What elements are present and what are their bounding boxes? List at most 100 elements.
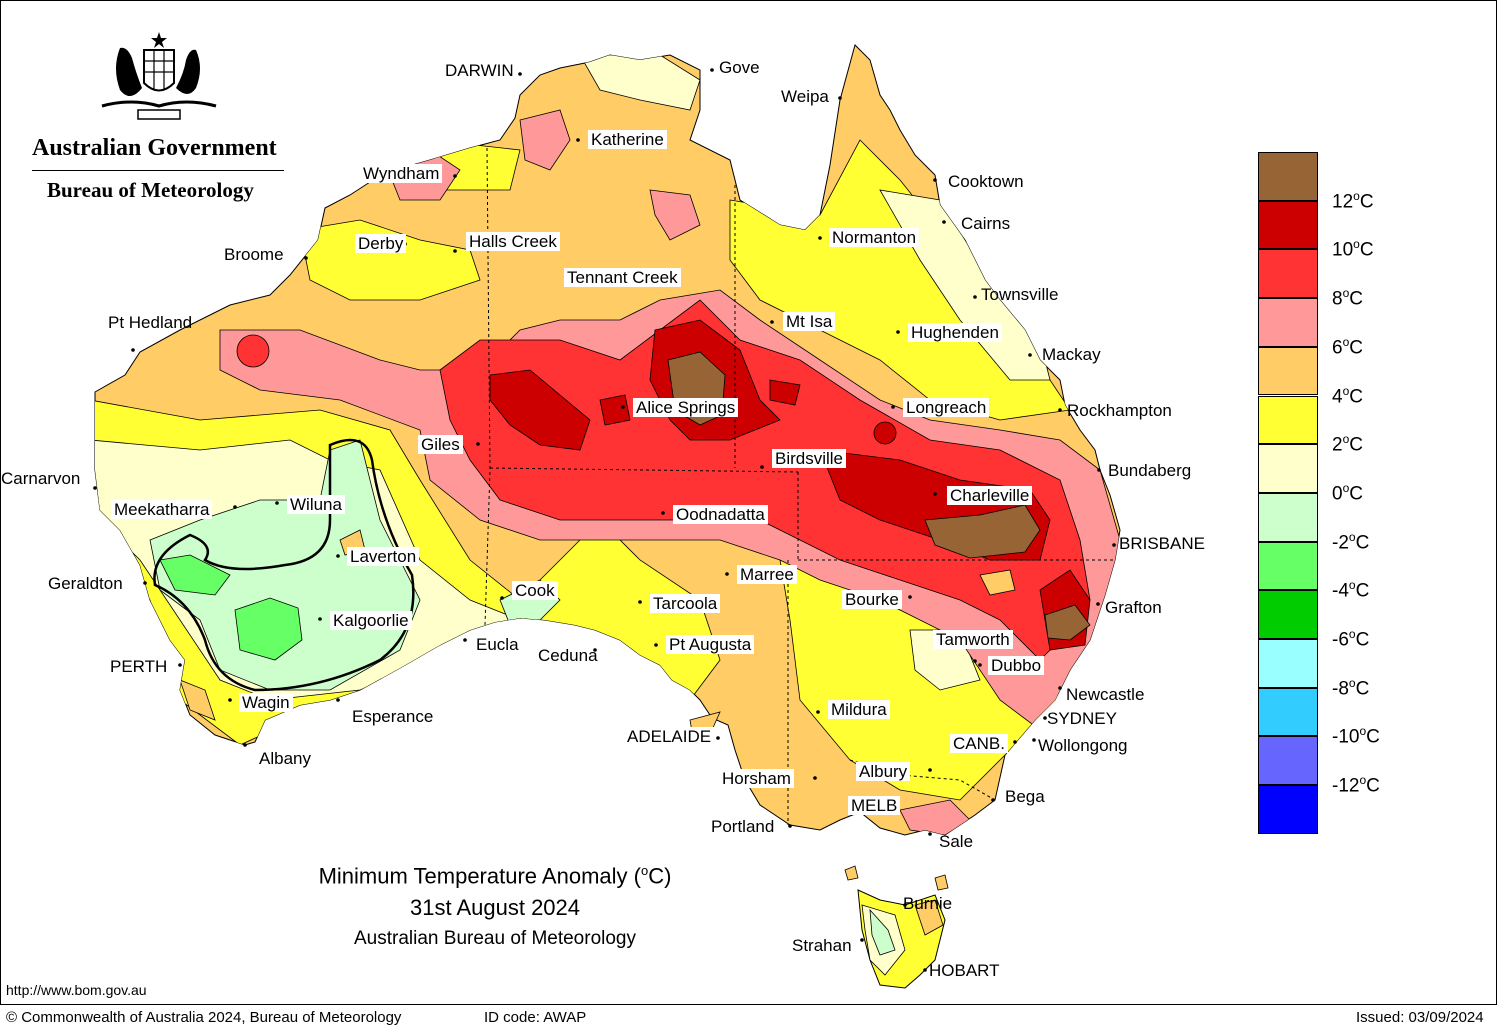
town-dot-canberra <box>1013 740 1017 744</box>
town-dot-cairns <box>942 220 946 224</box>
place-label-rockhampton: Rockhampton <box>1067 401 1172 420</box>
legend-swatch <box>1258 785 1318 834</box>
town-dot-oodnadatta <box>661 511 665 515</box>
place-label-wiluna: Wiluna <box>287 495 345 514</box>
place-label-sydney: SYDNEY <box>1047 709 1117 728</box>
town-dot-wyndham <box>453 174 457 178</box>
legend-label: -6oC <box>1332 627 1370 651</box>
place-label-carnarvon: Carnarvon <box>1 469 81 488</box>
government-name: Australian Government <box>32 135 277 161</box>
legend-swatch <box>1258 298 1318 347</box>
legend-label: 8oC <box>1332 286 1363 310</box>
town-dot-albany <box>243 743 247 747</box>
place-label-weipa: Weipa <box>781 87 829 106</box>
town-dot-cook <box>500 596 504 600</box>
town-dot-brisbane <box>1112 543 1116 547</box>
legend-swatch <box>1258 152 1318 201</box>
town-dot-meekatharra <box>233 505 237 509</box>
legend-label: 0oC <box>1332 480 1363 505</box>
legend-swatch <box>1258 687 1318 737</box>
place-label-tennant-creek: Tennant Creek <box>564 268 681 287</box>
place-label-melb: MELB <box>848 796 901 815</box>
map-frame <box>0 0 1497 1005</box>
place-label-grafton: Grafton <box>1105 598 1162 617</box>
place-label-mt-isa: Mt Isa <box>783 312 836 331</box>
legend-label: -12oC <box>1332 773 1380 797</box>
bom-url[interactable]: http://www.bom.gov.au <box>6 982 147 998</box>
legend-swatch <box>1258 492 1318 542</box>
town-dot-sale <box>928 832 932 836</box>
legend-swatch <box>1258 590 1318 639</box>
legend-label: 12oC <box>1332 188 1374 213</box>
town-dot-strahan <box>860 938 864 942</box>
town-dot-eucla <box>463 638 467 642</box>
legend-label: 6oC <box>1332 334 1363 359</box>
town-dot-broome <box>304 256 308 260</box>
legend-label: -10oC <box>1332 724 1380 748</box>
legend-swatch <box>1258 395 1318 445</box>
place-label-geraldton: Geraldton <box>48 574 123 593</box>
town-dot-grafton <box>1096 602 1100 606</box>
town-dot-laverton <box>336 554 340 558</box>
town-dot-ceduna <box>593 648 597 652</box>
town-dot-gove <box>710 68 714 72</box>
place-label-cooktown: Cooktown <box>948 172 1024 191</box>
place-label-sale: Sale <box>939 832 974 851</box>
place-label-charleville: Charleville <box>947 486 1033 505</box>
id-code: ID code: AWAP <box>484 1009 587 1026</box>
legend-label: 4oC <box>1332 383 1363 407</box>
town-dot-geraldton <box>143 581 147 585</box>
place-label-normanton: Normanton <box>829 228 920 247</box>
town-dot-hughenden <box>896 330 900 334</box>
place-label-albury: Albury <box>856 762 911 781</box>
legend-swatch <box>1258 200 1318 250</box>
title-line-3: Australian Bureau of Meteorology <box>354 928 636 950</box>
coat-of-arms-icon <box>101 32 217 120</box>
place-label-bundaberg: Bundaberg <box>1108 461 1192 480</box>
place-label-pt-augusta: Pt Augusta <box>666 635 755 654</box>
place-label-horsham: Horsham <box>719 769 794 788</box>
legend-swatch <box>1258 444 1318 493</box>
place-label-ceduna: Ceduna <box>538 646 598 665</box>
place-label-brisbane: BRISBANE <box>1119 534 1205 553</box>
town-dot-carnarvon <box>93 486 97 490</box>
town-dot-katherine <box>576 138 580 142</box>
place-label-alice-springs: Alice Springs <box>633 398 739 417</box>
town-dot-wagin <box>228 698 232 702</box>
place-label-longreach: Longreach <box>903 398 990 417</box>
town-dot-albury <box>928 768 932 772</box>
place-label-derby: Derby <box>355 234 407 253</box>
place-label-perth: PERTH <box>110 657 168 676</box>
town-dot-rockhampton <box>1058 408 1062 412</box>
town-dot-marree <box>725 572 729 576</box>
legend-swatch <box>1258 736 1318 786</box>
legend-label: -2oC <box>1332 529 1370 553</box>
place-label-bourke: Bourke <box>842 590 902 609</box>
place-label-halls-creek: Halls Creek <box>466 232 560 251</box>
place-label-wollongong: Wollongong <box>1038 736 1128 755</box>
town-dot-mt-isa <box>770 320 774 324</box>
town-dot-esperance <box>336 698 340 702</box>
place-label-hughenden: Hughenden <box>908 323 1002 342</box>
town-dot-portland <box>788 824 792 828</box>
place-label-gove: Gove <box>719 58 760 77</box>
place-label-albany: Albany <box>259 749 311 768</box>
place-label-broome: Broome <box>224 245 284 264</box>
town-dot-weipa <box>838 96 842 100</box>
place-label-newcastle: Newcastle <box>1066 685 1145 704</box>
town-dot-alice-springs <box>621 405 625 409</box>
town-dot-dubbo <box>978 663 982 667</box>
place-label-kalgoorlie: Kalgoorlie <box>330 611 412 630</box>
legend-label: 2oC <box>1332 432 1363 456</box>
place-label-pt-hedland: Pt Hedland <box>108 313 193 332</box>
place-label-wagin: Wagin <box>239 693 293 712</box>
town-dot-perth <box>178 663 182 667</box>
title-line-1: Minimum Temperature Anomaly (oC) <box>318 863 672 889</box>
town-dot-giles <box>476 442 480 446</box>
place-label-tamworth: Tamworth <box>933 630 1013 649</box>
place-label-marree: Marree <box>737 565 797 584</box>
place-label-mackay: Mackay <box>1042 345 1101 364</box>
town-dot-mackay <box>1028 353 1032 357</box>
place-label-meekatharra: Meekatharra <box>111 500 213 519</box>
legend-swatch <box>1258 639 1318 688</box>
